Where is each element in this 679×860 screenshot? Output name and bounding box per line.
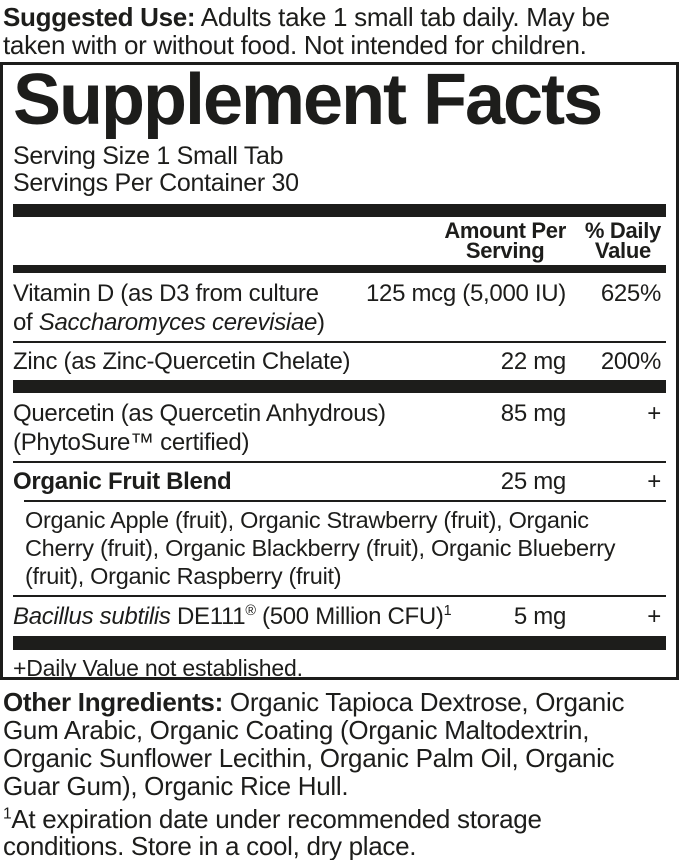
serving-info: Serving Size 1 Small Tab Servings Per Co… (13, 143, 666, 197)
species-name: Bacillus subtilis (13, 603, 171, 630)
daily-value: 200% (600, 348, 661, 375)
amount-value: 5 mg (513, 603, 566, 630)
sub-row-separator (24, 500, 666, 502)
footnote-reference: 1 (443, 603, 452, 619)
amount-value: 125 mcg (5,000 IU) (365, 280, 566, 307)
ingredient-name: Vitamin D (as D3 from culture of Sacchar… (13, 280, 325, 336)
fruit-blend-ingredients: Organic Apple (fruit), Organic Strawberr… (25, 507, 616, 589)
ingredient-name: Organic Fruit Blend (13, 468, 232, 495)
suggested-use-label: Suggested Use: (3, 2, 196, 32)
row-zinc: Zinc (as Zinc-Quercetin Chelate) 22 mg 2… (13, 343, 666, 380)
row-quercetin: Quercetin (as Quercetin Anhydrous) (Phyt… (13, 393, 666, 461)
footnote-reference: 1 (3, 805, 12, 823)
storage-note: 1At expiration date under recommended st… (0, 806, 615, 860)
daily-value-header: % Daily Value (584, 218, 661, 263)
column-headers: Amount Per Serving % Daily Value (13, 219, 666, 263)
amount-value: 85 mg (500, 400, 567, 427)
species-name: Saccharomyces cerevisiae (38, 309, 318, 336)
supplement-facts-panel: Supplement Facts Serving Size 1 Small Ta… (0, 62, 679, 680)
daily-value: + (647, 468, 661, 495)
row-bacillus-subtilis: Bacillus subtilis DE111® (500 Million CF… (13, 597, 666, 636)
daily-value: + (647, 603, 661, 630)
serving-size: Serving Size 1 Small Tab (13, 142, 284, 170)
ingredient-name: Bacillus subtilis DE111® (500 Million CF… (13, 603, 452, 630)
row-separator (13, 341, 666, 343)
daily-value: 625% (600, 280, 661, 307)
suggested-use-text: Adults take 1 small tab daily. May be ta… (3, 2, 610, 60)
row-separator (13, 595, 666, 597)
divider-bar-bottom (13, 636, 666, 650)
suggested-use: Suggested Use: Adults take 1 small tab d… (0, 0, 679, 59)
divider-bar-top (13, 204, 666, 217)
row-separator (13, 461, 666, 463)
row-organic-fruit-blend: Organic Fruit Blend 25 mg + (13, 463, 666, 500)
other-ingredients-label: Other Ingredients: (3, 687, 223, 717)
registered-mark: ® (245, 603, 256, 619)
ingredient-name: Quercetin (as Quercetin Anhydrous) (Phyt… (13, 400, 386, 456)
daily-value-footnote: +Daily Value not established. (13, 655, 303, 680)
divider-bar-mid (13, 380, 666, 393)
ingredient-name: Zinc (as Zinc-Quercetin Chelate) (13, 348, 351, 375)
daily-value: + (647, 400, 661, 427)
amount-value: 22 mg (500, 348, 567, 375)
amount-per-serving-header: Amount Per Serving (444, 218, 566, 263)
other-ingredients: Other Ingredients: Organic Tapioca Dextr… (0, 688, 679, 800)
amount-value: 25 mg (500, 468, 567, 495)
panel-title: Supplement Facts (13, 62, 603, 140)
other-ingredients-text: Organic Tapioca Dextrose, Organic Gum Ar… (3, 687, 625, 801)
row-vitamin-d: Vitamin D (as D3 from culture of Sacchar… (13, 273, 666, 341)
servings-per-container: Servings Per Container 30 (13, 169, 299, 197)
divider-bar-header (13, 265, 666, 273)
storage-note-text: At expiration date under recommended sto… (3, 804, 542, 860)
